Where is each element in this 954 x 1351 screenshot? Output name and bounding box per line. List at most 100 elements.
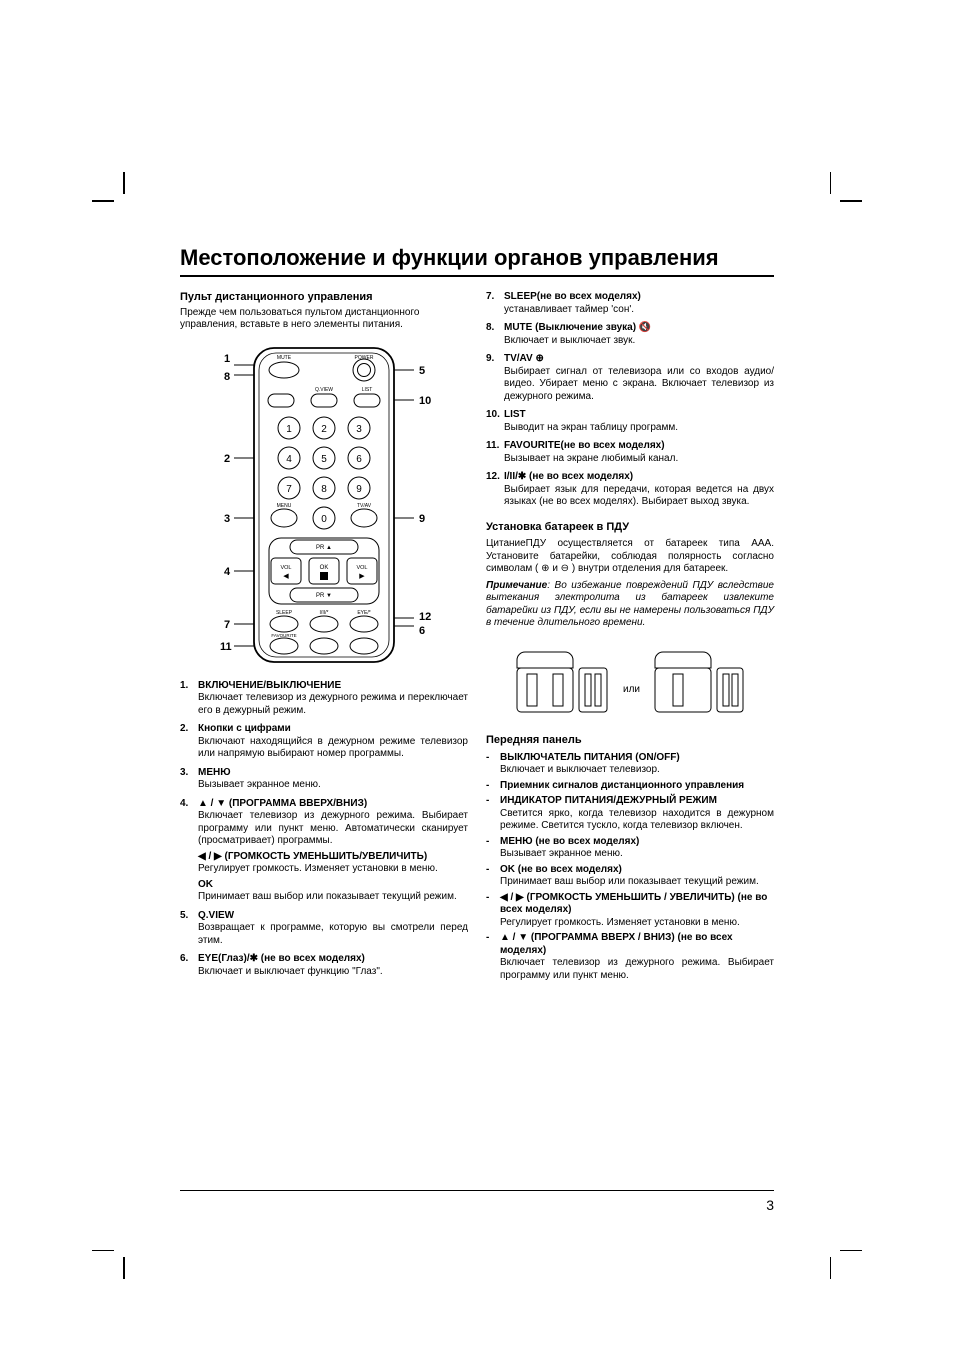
item-desc: Возвращает к программе, которую вы смотр… [198, 922, 468, 947]
item-desc: Включает телевизор из дежурного режима и… [198, 692, 468, 717]
item-body: Кнопки с цифрами Включают находящийся в д… [198, 723, 468, 761]
left-numbered-list: 1.ВКЛЮЧЕНИЕ/ВЫКЛЮЧЕНИЕВключает телевизор… [180, 680, 468, 979]
item-number: 2. [180, 723, 198, 761]
front-item-title: Приемник сигналов дистанционного управле… [500, 780, 774, 793]
item-title: Q.VIEW [198, 910, 234, 921]
svg-text:3: 3 [224, 513, 230, 525]
front-item: -◀ / ▶ (ГРОМКОСТЬ УМЕНЬШИТЬ / УВЕЛИЧИТЬ)… [486, 892, 774, 930]
sub-item-desc: Принимает ваш выбор или показывает текущ… [198, 891, 468, 904]
svg-text:PR ▼: PR ▼ [316, 593, 332, 599]
item-desc: Включает телевизор из дежурного режима. … [198, 810, 468, 848]
front-item-body: ИНДИКАТОР ПИТАНИЯ/ДЕЖУРНЫЙ РЕЖИМСветится… [500, 795, 774, 833]
svg-text:6: 6 [419, 625, 425, 637]
front-item-desc: Включает телевизор из дежурного режима. … [500, 957, 774, 982]
svg-text:POWER: POWER [355, 355, 374, 361]
footer-rule [180, 1190, 774, 1191]
item-title: FAVOURITE(не во всех моделях) [504, 440, 665, 451]
item-number: 7. [486, 291, 504, 316]
svg-text:▶: ▶ [359, 573, 365, 580]
list-item: 12.I/II/✱ (не во всех моделях)Выбирает я… [486, 471, 774, 509]
remote-heading: Пульт дистанционного управления [180, 291, 468, 305]
page-content: Местоположение и функции органов управле… [180, 245, 774, 985]
item-desc: Вызывает экранное меню. [198, 779, 468, 792]
item-title: MUTE (Выключение звука) 🔇 [504, 322, 651, 333]
item-title: Кнопки с цифрами [198, 723, 291, 734]
sub-item-title: ◀ / ▶ (ГРОМКОСТЬ УМЕНЬШИТЬ/УВЕЛИЧИТЬ) [198, 851, 468, 864]
list-item: 7.SLEEP(не во всех моделях)устанавливает… [486, 291, 774, 316]
svg-text:MUTE: MUTE [277, 355, 292, 361]
remote-svg: MUTE POWER Q.VIEW LIST 1 2 3 4 5 [184, 340, 464, 670]
front-item: -OK (не во всех моделях)Принимает ваш вы… [486, 864, 774, 889]
item-desc: Выводит на экран таблицу программ. [504, 422, 774, 435]
list-item: 11.FAVOURITE(не во всех моделях)Вызывает… [486, 440, 774, 465]
svg-text:◀: ◀ [283, 573, 289, 580]
svg-text:VOL: VOL [280, 565, 291, 571]
crop-mark [830, 172, 832, 194]
front-item: -ИНДИКАТОР ПИТАНИЯ/ДЕЖУРНЫЙ РЕЖИМСветитс… [486, 795, 774, 833]
svg-text:OK: OK [320, 565, 329, 571]
front-panel-heading: Передняя панель [486, 734, 774, 748]
item-desc: Включают находящийся в дежурном режиме т… [198, 736, 468, 761]
item-number: 4. [180, 798, 198, 904]
front-item-title: ▲ / ▼ (ПРОГРАММА ВВЕРХ / ВНИЗ) (не во вс… [500, 932, 774, 957]
front-item-desc: Включает и выключает телевизор. [500, 764, 774, 777]
item-number: 11. [486, 440, 504, 465]
svg-text:Q.VIEW: Q.VIEW [315, 387, 333, 393]
front-item: -▲ / ▼ (ПРОГРАММА ВВЕРХ / ВНИЗ) (не во в… [486, 932, 774, 982]
front-item-body: Приемник сигналов дистанционного управле… [500, 780, 774, 793]
list-item: 8.MUTE (Выключение звука) 🔇Включает и вы… [486, 322, 774, 347]
list-item: 3.МЕНЮВызывает экранное меню. [180, 767, 468, 792]
list-item: 2.Кнопки с цифрами Включают находящийся в… [180, 723, 468, 761]
front-item-desc: Светится ярко, когда телевизор находится… [500, 808, 774, 833]
item-body: LISTВыводит на экран таблицу программ. [504, 409, 774, 434]
svg-text:3: 3 [356, 424, 362, 435]
dash-marker: - [486, 932, 500, 982]
svg-text:7: 7 [224, 619, 230, 631]
svg-text:1: 1 [224, 353, 230, 365]
two-column-layout: Пульт дистанционного управления Прежде ч… [180, 291, 774, 985]
item-body: ▲ / ▼ (ПРОГРАММА ВВЕРХ/ВНИЗ)Включает тел… [198, 798, 468, 904]
item-desc: Включает и выключает функцию "Глаз". [198, 966, 468, 979]
crop-mark [840, 1250, 862, 1252]
battery-text: ЦитаниеПДУ осуществляется от батареек ти… [486, 538, 774, 576]
item-number: 12. [486, 471, 504, 509]
svg-text:5: 5 [419, 365, 425, 377]
dash-marker: - [486, 892, 500, 930]
remote-intro: Прежде чем пользоваться пультом дистанци… [180, 307, 468, 332]
front-item-desc: Вызывает экранное меню. [500, 848, 774, 861]
front-panel-list: - ВЫКЛЮЧАТЕЛЬ ПИТАНИЯ (ON/OFF)Включает и … [486, 752, 774, 983]
front-item: -ВЫКЛЮЧАТЕЛЬ ПИТАНИЯ (ON/OFF)Включает и … [486, 752, 774, 777]
list-item: 4.▲ / ▼ (ПРОГРАММА ВВЕРХ/ВНИЗ)Включает т… [180, 798, 468, 904]
item-body: SLEEP(не во всех моделях)устанавливает т… [504, 291, 774, 316]
item-title: ВКЛЮЧЕНИЕ/ВЫКЛЮЧЕНИЕ [198, 680, 341, 691]
item-body: TV/AV ⊕Выбирает сигнал от телевизора или… [504, 353, 774, 403]
svg-text:VOL: VOL [356, 565, 367, 571]
front-item-title: OK (не во всех моделях) [500, 864, 774, 877]
crop-mark [92, 1250, 114, 1252]
svg-text:2: 2 [321, 424, 327, 435]
svg-text:или: или [623, 684, 640, 695]
battery-diagram: или [486, 640, 774, 720]
item-title: ▲ / ▼ (ПРОГРАММА ВВЕРХ/ВНИЗ) [198, 798, 367, 809]
svg-text:EYE/*: EYE/* [357, 610, 370, 616]
dash-marker: - [486, 836, 500, 861]
list-item: 6.EYE(Глаз)/✱ (не во всех моделях)Включа… [180, 953, 468, 978]
front-item-desc: Регулирует громкость. Изменяет установки… [500, 917, 774, 930]
dash-marker: - [486, 864, 500, 889]
remote-diagram: MUTE POWER Q.VIEW LIST 1 2 3 4 5 [180, 340, 468, 670]
item-desc: устанавливает таймер 'сон'. [504, 304, 774, 317]
item-body: EYE(Глаз)/✱ (не во всех моделях)Включает… [198, 953, 468, 978]
front-item-title: ВЫКЛЮЧАТЕЛЬ ПИТАНИЯ (ON/OFF) [500, 752, 774, 765]
svg-text:12: 12 [419, 611, 431, 623]
item-number: 1. [180, 680, 198, 718]
front-item-body: ВЫКЛЮЧАТЕЛЬ ПИТАНИЯ (ON/OFF)Включает и в… [500, 752, 774, 777]
svg-text:6: 6 [356, 454, 362, 465]
svg-text:PR ▲: PR ▲ [316, 545, 332, 551]
front-item-body: ◀ / ▶ (ГРОМКОСТЬ УМЕНЬШИТЬ / УВЕЛИЧИТЬ) … [500, 892, 774, 930]
front-item-body: ▲ / ▼ (ПРОГРАММА ВВЕРХ / ВНИЗ) (не во вс… [500, 932, 774, 982]
front-item-title: МЕНЮ (не во всех моделях) [500, 836, 774, 849]
item-number: 9. [486, 353, 504, 403]
crop-mark [123, 1257, 125, 1279]
svg-text:8: 8 [321, 484, 327, 495]
right-column: 7.SLEEP(не во всех моделях)устанавливает… [486, 291, 774, 985]
